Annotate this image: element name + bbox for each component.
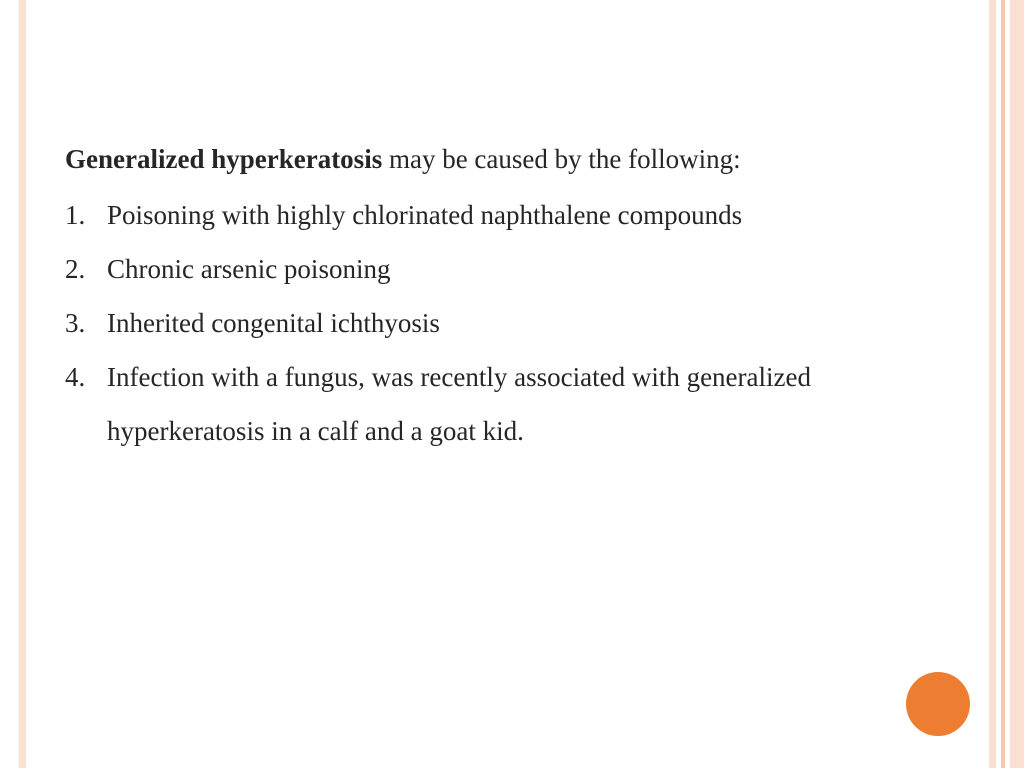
slide-content: Generalized hyperkeratosis may be caused… <box>65 132 965 458</box>
right-border-stripes <box>989 0 1024 768</box>
list-item: Inherited congenital ichthyosis <box>65 296 965 350</box>
intro-text: Generalized hyperkeratosis may be caused… <box>65 132 965 186</box>
border-stripe <box>1010 0 1024 768</box>
intro-rest: may be caused by the following: <box>382 144 740 174</box>
accent-circle-icon <box>906 672 970 736</box>
border-stripe <box>989 0 996 768</box>
left-border-stripe <box>19 0 26 768</box>
intro-bold: Generalized hyperkeratosis <box>65 144 382 174</box>
list-item: Chronic arsenic poisoning <box>65 242 965 296</box>
causes-list: Poisoning with highly chlorinated naphth… <box>65 188 965 458</box>
list-item: Poisoning with highly chlorinated naphth… <box>65 188 965 242</box>
list-item: Infection with a fungus, was recently as… <box>65 350 965 458</box>
